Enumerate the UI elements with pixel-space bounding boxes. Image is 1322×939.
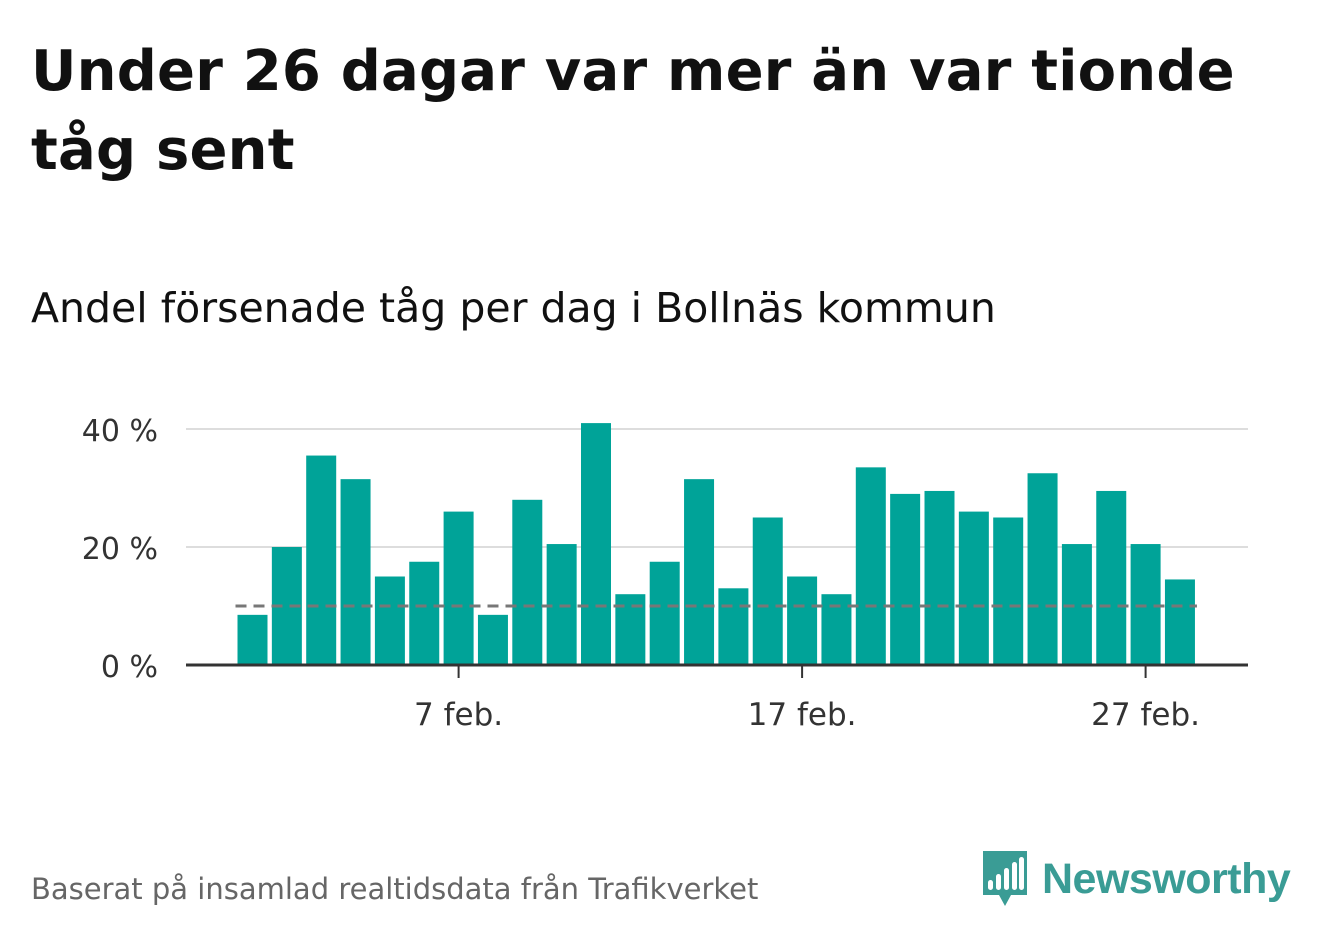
bar (649, 561, 680, 665)
bar (581, 423, 611, 665)
source-note: Baserat på insamlad realtidsdata från Tr… (31, 872, 759, 906)
chart-subtitle: Andel försenade tåg per dag i Bollnäs ko… (31, 284, 996, 332)
bar (237, 614, 268, 665)
y-tick-label: 40 % (82, 414, 158, 449)
bar (340, 479, 371, 665)
newsworthy-logo: Newsworthy (980, 848, 1291, 910)
bar (306, 455, 337, 665)
x-tick-label: 17 feb. (748, 697, 857, 733)
bar (1096, 490, 1127, 665)
bars (237, 423, 1195, 665)
bar (924, 490, 955, 665)
bar (855, 467, 886, 665)
bar (409, 561, 440, 665)
brand-name: Newsworthy (1042, 854, 1291, 903)
bar (958, 511, 989, 665)
y-tick-label: 20 % (82, 532, 158, 567)
bar (684, 479, 715, 665)
bar (1027, 473, 1058, 665)
x-tick-label: 7 feb. (414, 697, 503, 733)
bar (718, 588, 749, 665)
bar (512, 499, 543, 665)
x-tick-label: 27 feb. (1091, 697, 1200, 733)
bar-chart: 0 % 20 % 40 % 7 feb. 17 feb. 27 feb. (82, 414, 1248, 733)
bar (993, 517, 1024, 665)
bar (787, 576, 818, 665)
chart-title: Under 26 dagar var mer än var tionde tåg… (31, 39, 1235, 183)
bar (477, 614, 508, 665)
bar (752, 517, 783, 665)
bar (443, 511, 474, 665)
bar (1164, 579, 1195, 665)
y-tick-label: 0 % (101, 650, 158, 685)
bar (890, 493, 921, 665)
bar (374, 576, 405, 665)
newsworthy-logo-icon (983, 851, 1027, 906)
x-axis: 7 feb. 17 feb. 27 feb. (186, 663, 1248, 733)
y-axis-labels: 0 % 20 % 40 % (82, 414, 158, 685)
